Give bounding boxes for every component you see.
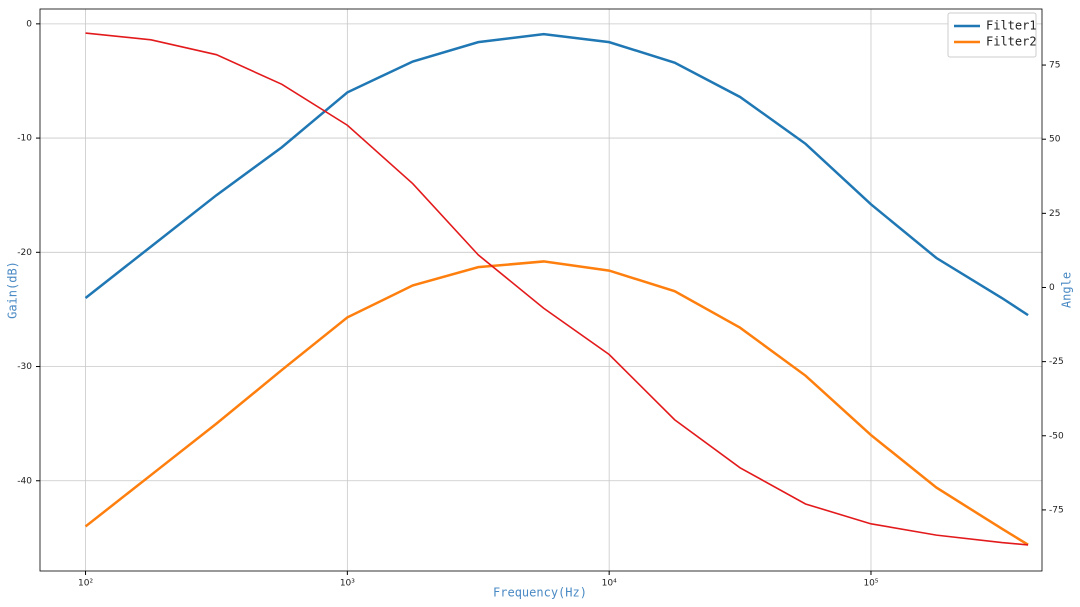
y-tick-label: 0 <box>26 19 32 29</box>
x-tick-label: 10³ <box>340 579 355 589</box>
y-tick-label: -10 <box>17 134 32 144</box>
y-tick-label: -40 <box>17 476 32 486</box>
y2-tick-label: 25 <box>1049 209 1060 219</box>
y-tick-label: -30 <box>17 362 32 372</box>
legend-label: Filter2 <box>986 35 1037 49</box>
y2-tick-label: 50 <box>1049 135 1061 145</box>
x-axis-label: Frequency(Hz) <box>493 586 587 600</box>
y2-tick-label: 0 <box>1049 283 1055 293</box>
y2-tick-label: -50 <box>1049 431 1064 441</box>
x-tick-label: 10² <box>78 579 93 589</box>
y2-tick-label: 75 <box>1049 61 1060 71</box>
y2-axis-label: Angle <box>1060 272 1074 308</box>
legend: Filter1 Filter2 <box>947 12 1037 58</box>
series-line <box>84 260 1029 546</box>
y-tick-label: -20 <box>17 248 32 258</box>
y-axis-label: Gain(dB) <box>6 261 20 319</box>
x-tick-label: 10⁴ <box>602 579 617 589</box>
plot-frame <box>39 8 1043 572</box>
x-tick-label: 10⁵ <box>863 579 878 589</box>
series-line <box>84 32 1029 317</box>
legend-box <box>947 12 1037 58</box>
series-line <box>85 32 1029 546</box>
legend-label: Filter1 <box>986 19 1037 33</box>
y2-tick-label: -25 <box>1049 357 1064 367</box>
y2-tick-label: -75 <box>1049 505 1064 515</box>
